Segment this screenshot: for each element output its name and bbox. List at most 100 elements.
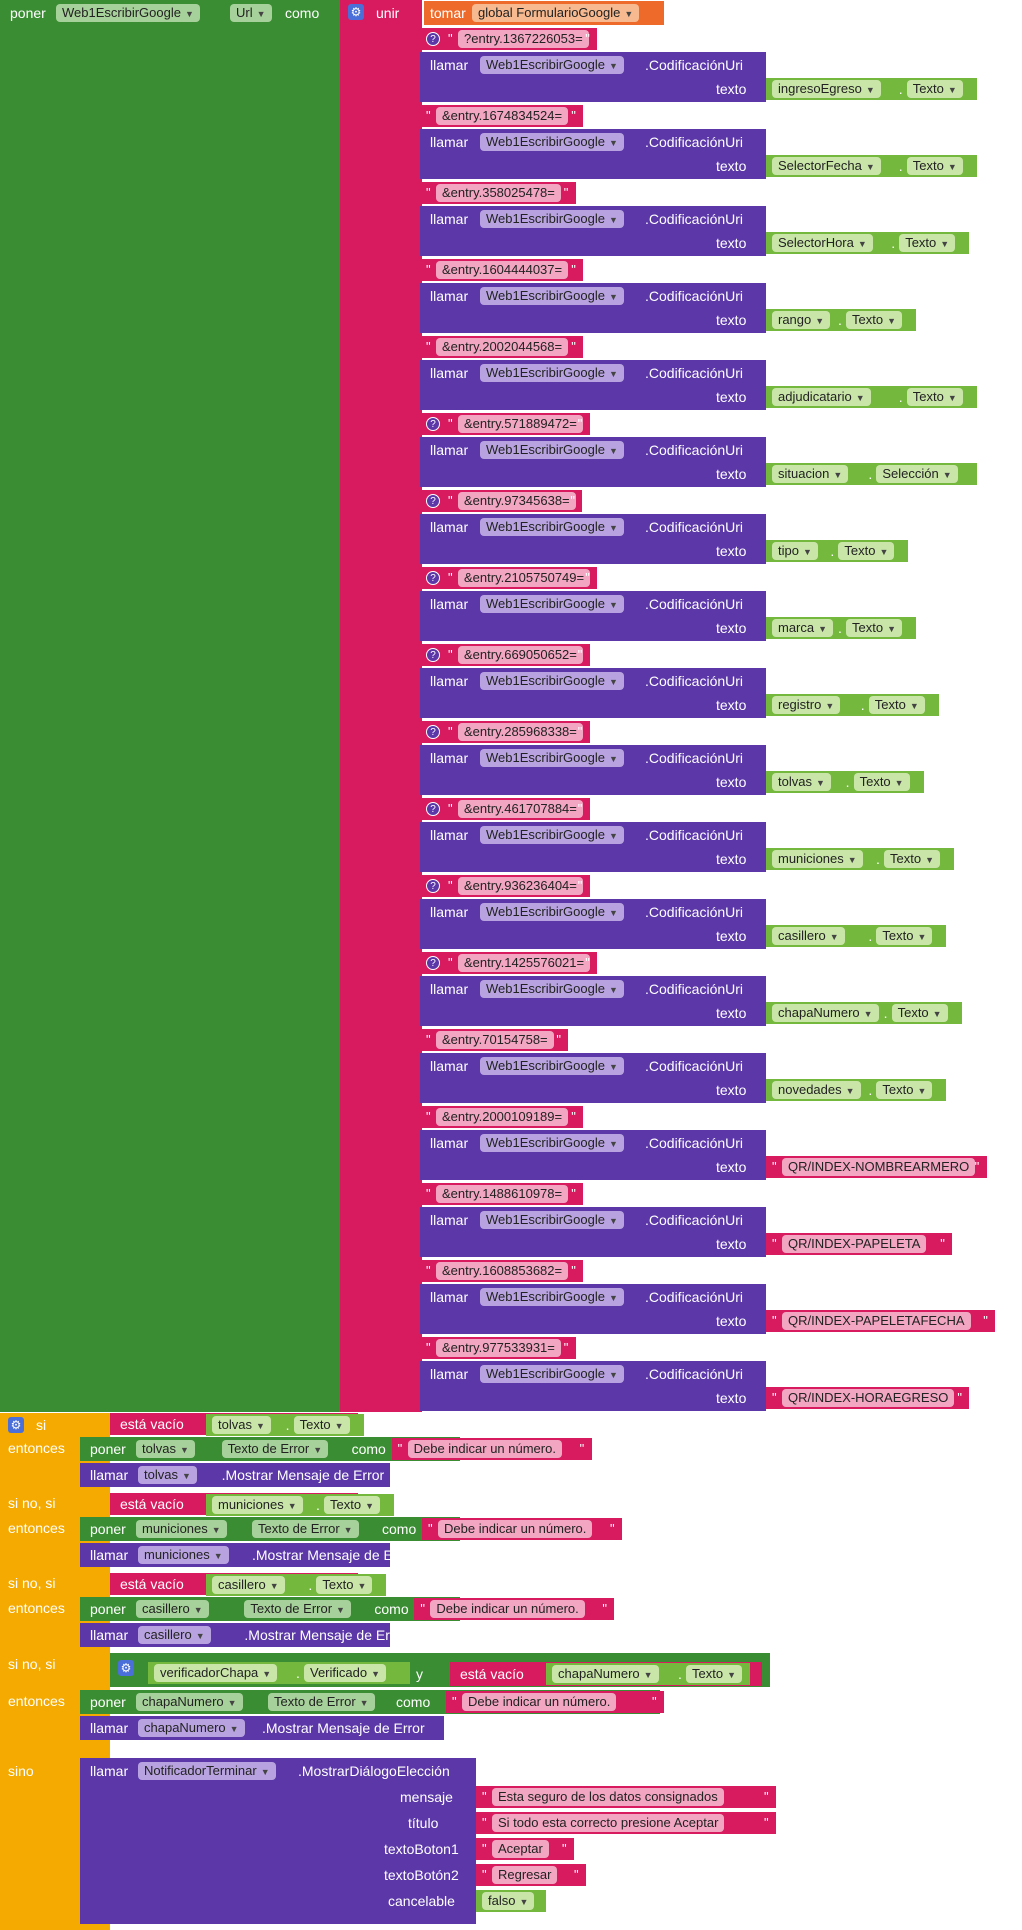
error-component-dropdown[interactable]: casillero ▼ <box>136 1600 209 1618</box>
component-property-block-component[interactable]: adjudicatario ▼ <box>772 388 871 406</box>
show-error-call-block[interactable] <box>80 1463 390 1487</box>
condition-component-block-property[interactable]: Texto ▼ <box>316 1576 373 1594</box>
call-component-dropdown[interactable]: Web1EscribirGoogle ▼ <box>480 826 624 844</box>
condition-component-block-component[interactable]: casillero ▼ <box>212 1576 285 1594</box>
show-error-component-dropdown[interactable]: chapaNumero ▼ <box>138 1719 245 1737</box>
call-component-dropdown[interactable]: Web1EscribirGoogle ▼ <box>480 1288 624 1306</box>
error-message-string-value[interactable]: Debe indicar un número. <box>462 1693 617 1711</box>
entry-string-value[interactable]: &entry.1674834524= <box>436 107 569 125</box>
entry-string-value[interactable]: &entry.285968338= <box>458 723 583 741</box>
component-property-block-component[interactable]: rango ▼ <box>772 311 831 329</box>
entry-string-value[interactable]: &entry.936236404= <box>458 877 583 895</box>
dialog-button1-string-value[interactable]: Aceptar <box>492 1840 549 1858</box>
component-property-block-component[interactable]: casillero ▼ <box>772 927 845 945</box>
entry-string-value[interactable]: &entry.1488610978= <box>436 1185 569 1203</box>
condition-component-block-property[interactable]: Texto ▼ <box>324 1496 380 1514</box>
entry-string-value[interactable]: &entry.571889472= <box>458 415 583 433</box>
component-property-block-component[interactable]: situacion ▼ <box>772 465 849 483</box>
show-error-call-block[interactable] <box>80 1543 390 1567</box>
join-block[interactable] <box>340 0 422 1412</box>
call-component-dropdown[interactable]: Web1EscribirGoogle ▼ <box>480 1365 624 1383</box>
condition-component-block-property[interactable]: Texto ▼ <box>686 1665 742 1683</box>
component-property-block-component[interactable]: municiones ▼ <box>772 850 863 868</box>
component-property-block-component[interactable]: novedades ▼ <box>772 1081 861 1099</box>
error-property-dropdown[interactable]: Texto de Error ▼ <box>268 1693 375 1711</box>
call-component-dropdown[interactable]: Web1EscribirGoogle ▼ <box>480 441 624 459</box>
call-component-dropdown[interactable]: Web1EscribirGoogle ▼ <box>480 133 624 151</box>
error-property-dropdown[interactable]: Texto de Error ▼ <box>252 1520 359 1538</box>
text-string-block-value[interactable]: QR/INDEX-PAPELETAFECHA <box>782 1312 971 1330</box>
component-property-block-property[interactable]: Texto ▼ <box>846 619 902 637</box>
error-component-dropdown[interactable]: chapaNumero ▼ <box>136 1693 243 1711</box>
property-dropdown[interactable]: Url ▼ <box>230 4 272 22</box>
component-property-block-component[interactable]: marca ▼ <box>772 619 834 637</box>
dialog-component-dropdown[interactable]: NotificadorTerminar ▼ <box>138 1762 276 1780</box>
show-error-call-block[interactable] <box>80 1623 390 1647</box>
error-message-string-value[interactable]: Debe indicar un número. <box>407 1440 562 1458</box>
component-property-block-property[interactable]: Texto ▼ <box>906 388 963 406</box>
component-dropdown[interactable]: Web1EscribirGoogle ▼ <box>56 4 200 22</box>
error-property-dropdown[interactable]: Texto de Error ▼ <box>244 1600 351 1618</box>
help-icon[interactable]: ? <box>426 32 440 46</box>
component-property-block-property[interactable]: Texto ▼ <box>906 80 963 98</box>
dialog-button2-string-value[interactable]: Regresar <box>492 1866 558 1884</box>
help-icon[interactable]: ? <box>426 725 440 739</box>
cancelable-dropdown[interactable]: falso ▼ <box>482 1892 535 1910</box>
component-property-block-property[interactable]: Texto ▼ <box>838 542 895 560</box>
call-component-dropdown[interactable]: Web1EscribirGoogle ▼ <box>480 1134 624 1152</box>
help-icon[interactable]: ? <box>426 879 440 893</box>
global-var-dropdown[interactable]: global FormularioGoogle ▼ <box>472 4 640 22</box>
entry-string-value[interactable]: &entry.2000109189= <box>436 1108 569 1126</box>
help-icon[interactable]: ? <box>426 571 440 585</box>
text-string-block-value[interactable]: QR/INDEX-HORAEGRESO <box>782 1389 955 1407</box>
condition-component-block-component[interactable]: tolvas ▼ <box>212 1416 271 1434</box>
error-message-string-value[interactable]: Debe indicar un número. <box>438 1520 593 1538</box>
component-property-block-property[interactable]: Texto ▼ <box>876 1081 933 1099</box>
component-property-block-property[interactable]: Texto ▼ <box>906 157 963 175</box>
entry-string-value[interactable]: &entry.97345638= <box>458 492 576 510</box>
entry-string-value[interactable]: &entry.461707884= <box>458 800 583 818</box>
component-property-block-property[interactable]: Texto ▼ <box>899 234 956 252</box>
entry-string-value[interactable]: &entry.2002044568= <box>436 338 569 356</box>
call-component-dropdown[interactable]: Web1EscribirGoogle ▼ <box>480 980 624 998</box>
set-url-block[interactable] <box>0 0 340 1412</box>
condition-component-block-component[interactable]: municiones ▼ <box>212 1496 303 1514</box>
dialog-message-string-value[interactable]: Esta seguro de los datos consignados <box>492 1788 724 1806</box>
call-component-dropdown[interactable]: Web1EscribirGoogle ▼ <box>480 595 624 613</box>
component-property-block-property[interactable]: Texto ▼ <box>891 1004 948 1022</box>
text-string-block-value[interactable]: QR/INDEX-PAPELETA <box>782 1235 927 1253</box>
help-icon[interactable]: ? <box>426 494 440 508</box>
dialog-title-string-value[interactable]: Si todo esta correcto presione Aceptar <box>492 1814 725 1832</box>
entry-string-value[interactable]: &entry.1425576021= <box>458 954 591 972</box>
verified-check-block-component[interactable]: verificadorChapa ▼ <box>154 1664 278 1682</box>
component-property-block-property[interactable]: Texto ▼ <box>853 773 910 791</box>
help-icon[interactable]: ? <box>426 956 440 970</box>
error-component-dropdown[interactable]: tolvas ▼ <box>136 1440 195 1458</box>
entry-string-value[interactable]: &entry.70154758= <box>436 1031 554 1049</box>
call-component-dropdown[interactable]: Web1EscribirGoogle ▼ <box>480 903 624 921</box>
component-property-block-property[interactable]: Texto ▼ <box>884 850 940 868</box>
gear-icon[interactable]: ⚙ <box>8 1417 24 1433</box>
error-message-string-value[interactable]: Debe indicar un número. <box>430 1600 585 1618</box>
component-property-block-property[interactable]: Texto ▼ <box>868 696 925 714</box>
text-string-block-value[interactable]: QR/INDEX-NOMBREARMERO <box>782 1158 976 1176</box>
show-error-component-dropdown[interactable]: municiones ▼ <box>138 1546 229 1564</box>
help-icon[interactable]: ? <box>426 417 440 431</box>
component-property-block-component[interactable]: registro ▼ <box>772 696 841 714</box>
component-property-block-component[interactable]: ingresoEgreso ▼ <box>772 80 881 98</box>
help-icon[interactable]: ? <box>426 648 440 662</box>
entry-string-value[interactable]: &entry.358025478= <box>436 184 561 202</box>
show-error-component-dropdown[interactable]: casillero ▼ <box>138 1626 211 1644</box>
component-property-block-component[interactable]: SelectorFecha ▼ <box>772 157 881 175</box>
component-property-block-component[interactable]: tolvas ▼ <box>772 773 831 791</box>
entry-string-value[interactable]: ?entry.1367226053= <box>458 30 589 48</box>
verified-check-block-property[interactable]: Verificado ▼ <box>304 1664 387 1682</box>
gear-icon[interactable]: ⚙ <box>348 4 364 20</box>
call-component-dropdown[interactable]: Web1EscribirGoogle ▼ <box>480 1057 624 1075</box>
component-property-block-component[interactable]: tipo ▼ <box>772 542 818 560</box>
gear-icon[interactable]: ⚙ <box>118 1660 134 1676</box>
entry-string-value[interactable]: &entry.977533931= <box>436 1339 561 1357</box>
condition-component-block-property[interactable]: Texto ▼ <box>293 1416 350 1434</box>
call-component-dropdown[interactable]: Web1EscribirGoogle ▼ <box>480 287 624 305</box>
component-property-block-component[interactable]: SelectorHora ▼ <box>772 234 873 252</box>
